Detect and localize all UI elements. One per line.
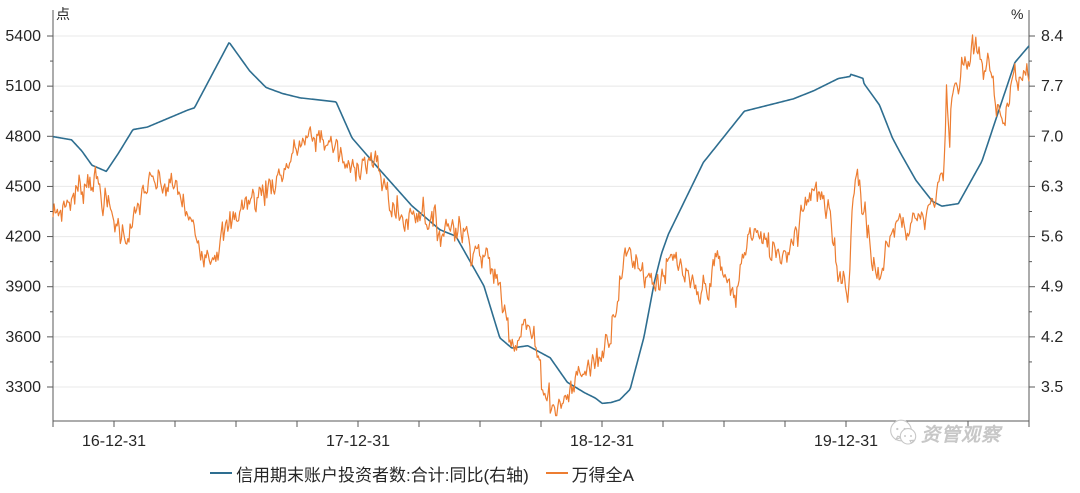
svg-text:3900: 3900 [5,279,41,296]
svg-text:3600: 3600 [5,329,41,346]
svg-text:4.9: 4.9 [1041,279,1063,296]
svg-text:5.6: 5.6 [1041,229,1063,246]
svg-text:3.5: 3.5 [1041,379,1063,396]
svg-text:4500: 4500 [5,178,41,195]
svg-text:7.0: 7.0 [1041,128,1063,145]
svg-text:5400: 5400 [5,28,41,45]
svg-text:16-12-31: 16-12-31 [82,433,146,450]
svg-text:18-12-31: 18-12-31 [570,433,634,450]
svg-text:5100: 5100 [5,78,41,95]
svg-text:4800: 4800 [5,128,41,145]
svg-text:4200: 4200 [5,229,41,246]
svg-text:3300: 3300 [5,379,41,396]
svg-text:17-12-31: 17-12-31 [326,433,390,450]
svg-text:4.2: 4.2 [1041,329,1063,346]
svg-text:6.3: 6.3 [1041,178,1063,195]
svg-text:19-12-31: 19-12-31 [814,433,878,450]
svg-text:8.4: 8.4 [1041,28,1063,45]
svg-text:7.7: 7.7 [1041,78,1063,95]
